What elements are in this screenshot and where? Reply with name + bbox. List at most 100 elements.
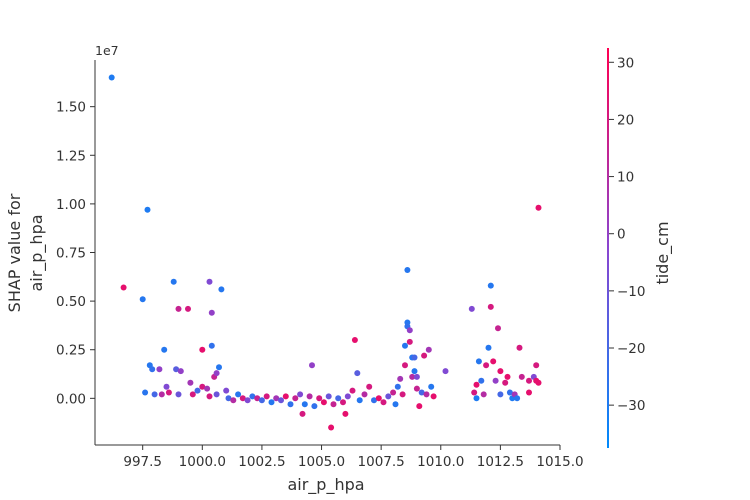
colorbar-tick-label: 10 bbox=[617, 170, 634, 186]
scatter-point-109 bbox=[486, 345, 492, 351]
scatter-point-85 bbox=[407, 327, 413, 333]
scatter-point-8 bbox=[156, 366, 162, 372]
scatter-point-36 bbox=[230, 397, 236, 403]
scatter-point-131 bbox=[536, 205, 542, 211]
scatter-point-91 bbox=[414, 386, 420, 392]
scatter-point-86 bbox=[407, 339, 413, 345]
scatter-point-70 bbox=[366, 384, 372, 390]
scatter-point-117 bbox=[502, 380, 508, 386]
scatter-point-33 bbox=[214, 391, 220, 397]
scatter-point-78 bbox=[397, 376, 403, 382]
scatter-point-19 bbox=[187, 380, 193, 386]
scatter-point-30 bbox=[216, 364, 222, 370]
x-tick-label: 1002.5 bbox=[238, 454, 285, 470]
scatter-point-32 bbox=[207, 393, 213, 399]
scatter-point-72 bbox=[376, 395, 382, 401]
scatter-point-115 bbox=[497, 368, 503, 374]
y-axis-title-line: SHAP value for bbox=[5, 193, 24, 312]
scatter-point-69 bbox=[362, 391, 368, 397]
colorbar-tick-label: −20 bbox=[617, 341, 646, 357]
scatter-point-60 bbox=[331, 401, 337, 407]
x-axis-title: air_p_hpa bbox=[287, 475, 364, 495]
scatter-point-105 bbox=[474, 395, 480, 401]
scatter-point-75 bbox=[390, 390, 396, 396]
scatter-point-25 bbox=[207, 279, 213, 285]
scatter-point-59 bbox=[328, 425, 334, 431]
scatter-point-57 bbox=[321, 399, 327, 405]
colorbar-tick-label: 0 bbox=[617, 227, 626, 243]
scatter-point-93 bbox=[416, 403, 422, 409]
scatter-point-64 bbox=[345, 393, 351, 399]
scatter-point-54 bbox=[309, 362, 315, 368]
colorbar-bar bbox=[607, 48, 609, 448]
scatter-point-90 bbox=[412, 368, 418, 374]
scatter-point-6 bbox=[142, 390, 148, 396]
colorbar-tick-label: 20 bbox=[617, 112, 634, 128]
scatter-point-73 bbox=[381, 399, 387, 405]
scatter-point-125 bbox=[526, 390, 532, 396]
y-tick-label: 0.25 bbox=[56, 343, 86, 359]
scatter-point-89 bbox=[412, 355, 418, 361]
scatter-point-31 bbox=[218, 286, 224, 292]
scatter-point-56 bbox=[316, 395, 322, 401]
y-tick-label: 0.00 bbox=[56, 391, 86, 407]
scatter-point-92 bbox=[414, 374, 420, 380]
scatter-point-5 bbox=[149, 366, 155, 372]
y-tick-label: 1.50 bbox=[56, 100, 86, 116]
colorbar-tick-label: 30 bbox=[617, 55, 634, 71]
scatter-point-13 bbox=[171, 279, 177, 285]
scatter-point-98 bbox=[428, 384, 434, 390]
scatter-point-129 bbox=[533, 362, 539, 368]
scatter-point-104 bbox=[476, 358, 482, 364]
y-offset-label: 1e7 bbox=[95, 43, 119, 58]
scatter-point-50 bbox=[297, 391, 303, 397]
scatter-point-37 bbox=[235, 391, 241, 397]
scatter-point-49 bbox=[292, 395, 298, 401]
scatter-point-122 bbox=[514, 395, 520, 401]
scatter-point-79 bbox=[400, 391, 406, 397]
colorbar-tick-label: −10 bbox=[617, 284, 646, 300]
scatter-point-100 bbox=[443, 368, 449, 374]
colorbar-ticks: 30 20 10 0 −10 −20 −30 bbox=[609, 55, 646, 414]
scatter-point-51 bbox=[300, 411, 306, 417]
y-axis-title-line: air_p_hpa bbox=[27, 214, 47, 291]
scatter-point-0 bbox=[109, 75, 115, 81]
scatter-point-112 bbox=[490, 358, 496, 364]
scatter-point-11 bbox=[164, 384, 170, 390]
scatter-point-118 bbox=[505, 374, 511, 380]
scatter-point-46 bbox=[278, 397, 284, 403]
scatter-point-1 bbox=[121, 285, 127, 291]
x-tick-label: 1005.0 bbox=[298, 454, 345, 470]
scatter-point-126 bbox=[526, 378, 532, 384]
scatter-point-17 bbox=[178, 368, 184, 374]
x-tick-label: 1012.5 bbox=[477, 454, 524, 470]
scatter-point-10 bbox=[159, 391, 165, 397]
scatter-point-55 bbox=[311, 403, 317, 409]
scatter-point-16 bbox=[176, 391, 182, 397]
scatter-point-101 bbox=[469, 306, 475, 312]
x-tick-label: 1007.5 bbox=[358, 454, 405, 470]
scatter-point-68 bbox=[357, 397, 363, 403]
scatter-point-76 bbox=[393, 401, 399, 407]
scatter-point-67 bbox=[354, 370, 360, 376]
scatter-point-61 bbox=[335, 395, 341, 401]
scatter-point-114 bbox=[495, 325, 501, 331]
scatter-point-77 bbox=[395, 384, 401, 390]
y-axis-ticks: 0.000.250.500.751.001.251.50 bbox=[56, 100, 95, 408]
scatter-point-66 bbox=[352, 337, 358, 343]
colorbar-tick-label: −30 bbox=[617, 398, 646, 414]
x-tick-label: 1000.0 bbox=[179, 454, 226, 470]
scatter-point-7 bbox=[152, 391, 158, 397]
scatter-point-95 bbox=[421, 353, 427, 359]
scatter-point-48 bbox=[288, 401, 294, 407]
colorbar-title: tide_cm bbox=[653, 221, 673, 284]
scatter-point-2 bbox=[140, 296, 146, 302]
scatter-point-24 bbox=[204, 386, 210, 392]
scatter-point-65 bbox=[350, 388, 356, 394]
y-axis-title: SHAP value for air_p_hpa bbox=[5, 193, 47, 312]
scatter-point-99 bbox=[431, 393, 437, 399]
scatter-point-111 bbox=[488, 283, 494, 289]
scatter-point-82 bbox=[404, 267, 410, 273]
scatter-point-62 bbox=[340, 399, 346, 405]
